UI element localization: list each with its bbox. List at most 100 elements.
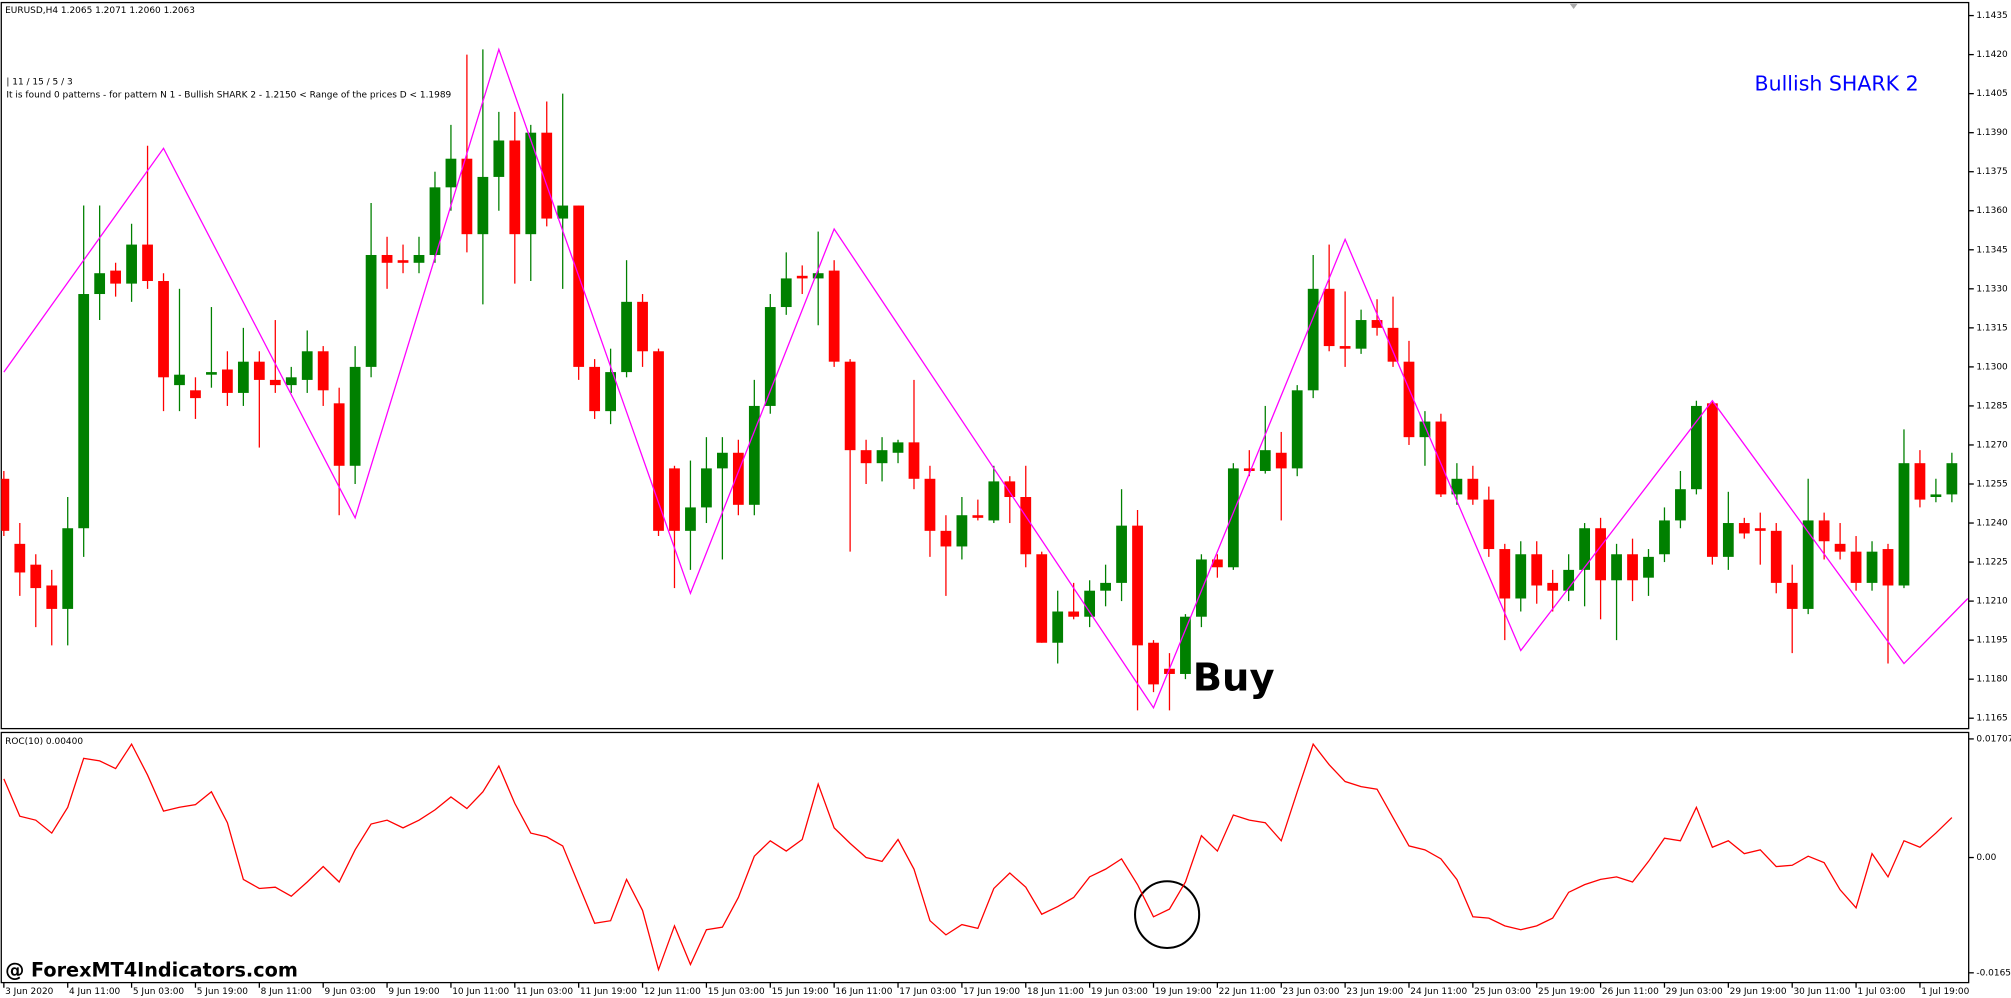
y-tick-label: 1.1195 xyxy=(1976,636,2007,646)
candle-body xyxy=(1291,390,1303,469)
x-tick-label: 5 Jun 03:00 xyxy=(133,987,185,997)
candle-body xyxy=(621,301,632,373)
x-tick-label: 19 Jun 03:00 xyxy=(1091,987,1148,997)
x-tick-label: 23 Jun 19:00 xyxy=(1346,987,1403,997)
candle-body xyxy=(509,140,521,235)
candle-body xyxy=(445,158,457,188)
x-tick-label: 25 Jun 19:00 xyxy=(1538,987,1595,997)
candle-body xyxy=(174,374,185,386)
x-tick-label: 4 Jun 11:00 xyxy=(69,987,121,997)
candle-body xyxy=(381,254,393,263)
y-tick-label: 1.1315 xyxy=(1976,323,2007,333)
candle-body xyxy=(285,377,297,386)
candle-body xyxy=(860,450,872,464)
y-tick-label: 1.1405 xyxy=(1976,89,2007,99)
candle-body xyxy=(1547,582,1559,591)
x-tick-label: 24 Jun 11:00 xyxy=(1410,987,1467,997)
candle-body xyxy=(732,452,744,505)
candle-body xyxy=(573,205,585,367)
candle-body xyxy=(796,275,808,279)
candle-body xyxy=(876,450,888,464)
candle-body xyxy=(1211,559,1223,568)
indicator-title: ROC(10) 0.00400 xyxy=(5,737,83,747)
candle-body xyxy=(1323,288,1335,347)
candle-body xyxy=(14,543,26,573)
candle-body xyxy=(46,585,58,609)
candle-body xyxy=(1691,405,1702,490)
candle-body xyxy=(1180,616,1191,674)
candle-body xyxy=(748,405,760,505)
candle-body xyxy=(716,452,728,469)
candle-body xyxy=(1196,559,1207,617)
y-tick-label: 1.1435 xyxy=(1976,11,2007,21)
candle-body xyxy=(94,273,106,295)
candle-body xyxy=(493,140,505,177)
candle-body xyxy=(158,281,169,378)
candle-body xyxy=(669,468,680,531)
x-tick-label: 15 Jun 19:00 xyxy=(772,987,829,997)
x-tick-label: 23 Jun 03:00 xyxy=(1283,987,1340,997)
y-tick-label: 1.1210 xyxy=(1976,597,2008,607)
candle-body xyxy=(1515,554,1527,599)
candle-body xyxy=(190,390,201,399)
annotation: Bullish SHARK 2 xyxy=(1755,72,1919,96)
chart-title: EURUSD,H4 1.2065 1.2071 1.2060 1.2063 xyxy=(5,6,195,16)
candle-body xyxy=(1132,525,1143,646)
candle-body xyxy=(1914,463,1926,500)
y-tick-label: 1.1255 xyxy=(1976,479,2007,489)
roc-line xyxy=(3,742,1953,972)
candle-body xyxy=(908,442,920,479)
y-tick-label: 1.1300 xyxy=(1976,362,2008,372)
candle-body xyxy=(1036,554,1048,643)
candle-body xyxy=(1866,551,1878,583)
y-tick-label: 1.1330 xyxy=(1976,284,2008,294)
candle-body xyxy=(1786,582,1798,609)
candle-body xyxy=(1818,520,1830,542)
candle-body xyxy=(701,468,712,508)
x-tick-label: 12 Jun 11:00 xyxy=(644,987,701,997)
candle-body xyxy=(1435,421,1447,495)
candle-body xyxy=(1052,611,1064,643)
candle-body xyxy=(1706,403,1718,557)
x-tick-label: 17 Jun 19:00 xyxy=(963,987,1020,997)
candle-body xyxy=(1259,450,1271,471)
candle-body xyxy=(1,478,10,531)
y-tick-label: 1.1375 xyxy=(1976,167,2007,177)
x-tick-label: 11 Jun 19:00 xyxy=(580,987,637,997)
candle-body xyxy=(828,270,840,362)
candle-body xyxy=(110,270,122,284)
signal-circle xyxy=(1134,880,1201,949)
candle-body xyxy=(812,273,824,279)
y-tick-label: 1.1390 xyxy=(1976,128,2008,138)
candle-body xyxy=(461,158,473,235)
y-tick-label: 0.01707 xyxy=(1976,734,2011,744)
candle-body xyxy=(1467,478,1479,500)
candle-body xyxy=(1483,499,1495,550)
candle-body xyxy=(62,528,74,609)
x-tick-label: 11 Jun 03:00 xyxy=(516,987,573,997)
candle-body xyxy=(253,361,265,380)
candle-body xyxy=(317,351,329,391)
candle-body xyxy=(605,372,616,412)
y-tick-label: 1.1180 xyxy=(1976,675,2008,685)
candle-body xyxy=(1770,530,1782,583)
candle-body xyxy=(1643,556,1654,578)
candle-body xyxy=(1531,554,1543,586)
candle-body xyxy=(1499,549,1511,599)
candle-body xyxy=(764,307,776,406)
x-tick-label: 22 Jun 11:00 xyxy=(1219,987,1276,997)
x-tick-label: 29 Jun 03:00 xyxy=(1666,987,1723,997)
y-tick-label: 1.1225 xyxy=(1976,558,2007,568)
x-tick-label: 18 Jun 11:00 xyxy=(1027,987,1084,997)
x-tick-label: 29 Jun 19:00 xyxy=(1730,987,1787,997)
watermark: @ ForexMT4Indicators.com xyxy=(5,959,298,982)
candle-body xyxy=(1355,320,1367,349)
annotation: Buy xyxy=(1193,655,1275,700)
candle-body xyxy=(301,351,313,380)
candle-body xyxy=(1403,361,1415,438)
candle-body xyxy=(924,478,936,531)
x-tick-label: 10 Jun 11:00 xyxy=(452,987,509,997)
candle-body xyxy=(1930,494,1942,498)
candle-body xyxy=(1004,481,1016,498)
